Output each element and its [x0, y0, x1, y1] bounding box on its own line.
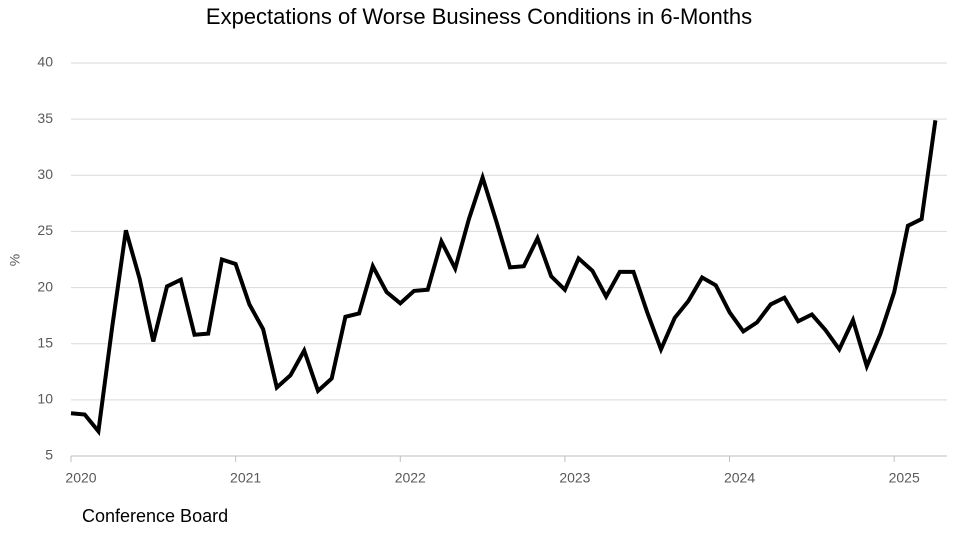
x-tick-label: 2023	[559, 470, 590, 486]
data-line	[70, 120, 938, 437]
x-tick-label: 2021	[230, 470, 261, 486]
y-tick-label: 35	[37, 110, 53, 126]
y-tick-label: 40	[37, 54, 53, 70]
y-tick-label: 30	[37, 166, 53, 182]
x-tick-label: 2025	[889, 470, 920, 486]
y-axis-label: %	[7, 254, 23, 266]
x-tick-label: 2022	[395, 470, 426, 486]
y-tick-label: 10	[37, 391, 53, 407]
source: Conference Board	[82, 506, 228, 526]
y-tick-label: 20	[37, 278, 53, 294]
y-tick-label: 25	[37, 222, 53, 238]
y-tick-label: 15	[37, 334, 53, 350]
x-tick-label: 2024	[724, 470, 755, 486]
chart-title: Expectations of Worse Business Condition…	[206, 4, 752, 29]
x-tick-label: 2020	[65, 470, 96, 486]
y-tick-label: 5	[45, 447, 53, 463]
